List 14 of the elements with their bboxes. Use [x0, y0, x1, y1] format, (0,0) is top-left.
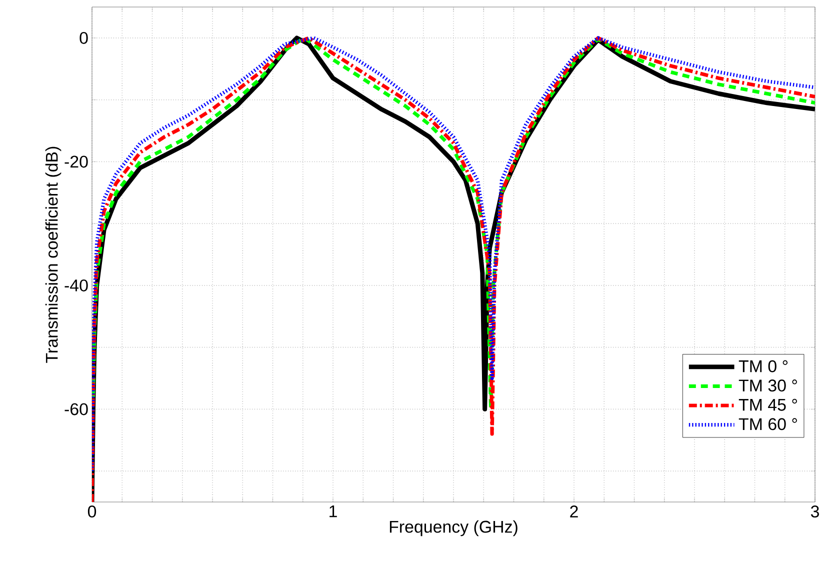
- legend-label: TM 30 °: [738, 380, 797, 392]
- x-tick-label: 0: [88, 506, 96, 518]
- legend-label: TM 0 °: [738, 360, 788, 372]
- y-axis-title: Transmission coefficient (dB): [45, 146, 62, 363]
- y-tick-label: -40: [64, 279, 88, 292]
- legend-label: TM 60 °: [738, 418, 797, 430]
- x-axis-title: Frequency (GHz): [390, 520, 518, 536]
- y-tick-label: 0: [80, 32, 88, 44]
- x-tick-label: 1: [330, 506, 337, 518]
- y-tick-label: -20: [64, 156, 88, 168]
- x-tick-label: 3: [810, 506, 819, 518]
- x-tick-label: 2: [570, 506, 578, 518]
- legend-label: TM 45 °: [738, 398, 797, 411]
- y-tick-label: -60: [64, 403, 88, 416]
